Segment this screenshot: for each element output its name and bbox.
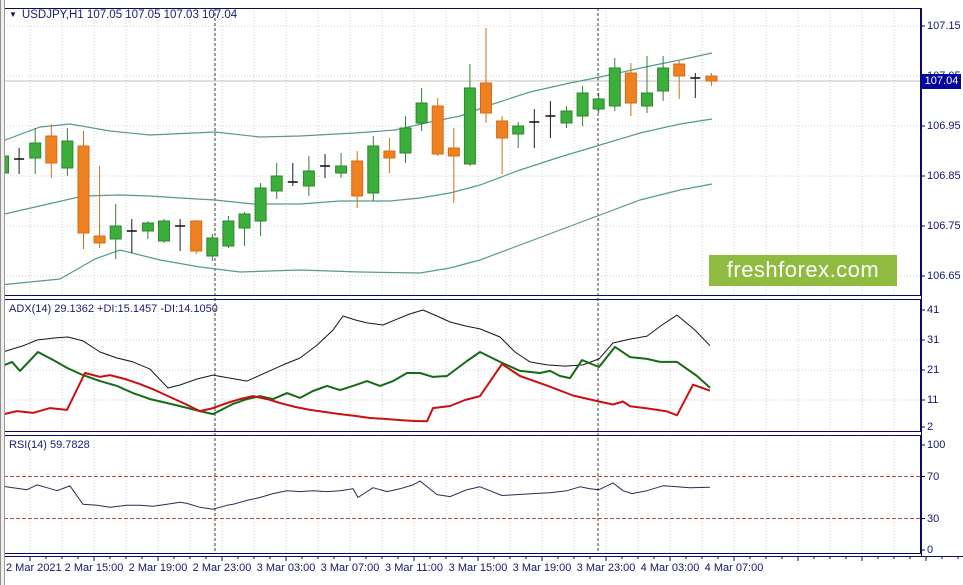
time-tick-label: 2 Mar 15:00 xyxy=(64,562,124,574)
price-tick-label: 106.85 xyxy=(927,170,961,182)
price-tick-label: 106.95 xyxy=(927,120,961,132)
adx-tick-label: 21 xyxy=(927,364,940,376)
adx-label: ADX(14) 29.1362 +DI:15.1457 -DI:14.1050 xyxy=(9,303,218,315)
adx-tick-label: 2 xyxy=(927,421,934,433)
chart-title: ▼ USDJPY,H1 107.05 107.05 107.03 107.04 xyxy=(9,9,237,21)
window-left-border xyxy=(0,0,5,585)
grid xyxy=(4,8,921,554)
symbol-dropdown-icon[interactable]: ▼ xyxy=(9,10,17,19)
adx-tick-label: 31 xyxy=(927,334,940,346)
time-tick-label: 3 Mar 19:00 xyxy=(512,562,572,574)
symbol-timeframe: USDJPY,H1 xyxy=(21,9,84,21)
time-tick-label: 2 Mar 2021 xyxy=(6,562,62,574)
price-tick-label: 106.65 xyxy=(927,270,961,282)
time-tick-label: 3 Mar 07:00 xyxy=(320,562,380,574)
adx-lines xyxy=(0,309,711,423)
price-tick-label: 106.75 xyxy=(927,220,961,232)
freshforex-watermark: freshforex.com xyxy=(709,255,897,286)
rsi-tick-label: 0 xyxy=(927,544,934,556)
time-tick-label: 3 Mar 03:00 xyxy=(256,562,316,574)
candles xyxy=(0,28,718,261)
current-price-box: 107.04 xyxy=(922,74,961,89)
time-tick-label: 3 Mar 23:00 xyxy=(576,562,636,574)
rsi-tick-label: 70 xyxy=(927,470,940,483)
adx-tick-label: 11 xyxy=(927,394,939,406)
time-tick-label: 3 Mar 11:00 xyxy=(385,562,443,574)
rsi-tick-label: 100 xyxy=(927,439,946,451)
time-tick-label: 4 Mar 03:00 xyxy=(640,562,700,574)
rsi-line xyxy=(0,480,711,510)
time-tick-label: 4 Mar 07:00 xyxy=(704,562,764,574)
time-tick-label: 2 Mar 23:00 xyxy=(192,562,252,574)
time-tick-label: 3 Mar 15:00 xyxy=(448,562,508,574)
rsi-tick-label: 30 xyxy=(927,512,940,525)
rsi-label: RSI(14) 59.7828 xyxy=(9,439,90,451)
time-tick-label: 2 Mar 19:00 xyxy=(128,562,188,574)
title-ohlc: 107.05 107.05 107.03 107.04 xyxy=(86,9,238,21)
adx-tick-label: 41 xyxy=(927,304,940,316)
price-tick-label: 107.15 xyxy=(927,20,961,32)
axis-ticks xyxy=(29,25,959,561)
rsi-levels xyxy=(4,476,921,519)
